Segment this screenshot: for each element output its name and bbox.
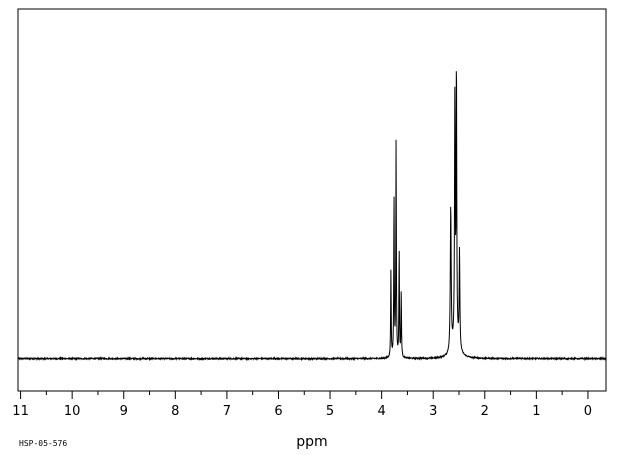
x-axis-ticks bbox=[20, 391, 589, 399]
tick-label: 5 bbox=[326, 404, 334, 419]
spectrum-trace bbox=[17, 71, 607, 362]
sample-id-label: HSP-05-576 bbox=[19, 439, 67, 448]
tick-label: 1 bbox=[532, 404, 540, 419]
tick-label: 6 bbox=[274, 404, 282, 419]
tick-label: 7 bbox=[223, 404, 231, 419]
tick-label: 8 bbox=[171, 404, 179, 419]
plot-frame bbox=[17, 8, 607, 392]
tick-label: 3 bbox=[429, 404, 437, 419]
tick-label: 2 bbox=[481, 404, 489, 419]
tick-label: 0 bbox=[584, 404, 592, 419]
tick-label: 4 bbox=[377, 404, 385, 419]
tick-label: 9 bbox=[120, 404, 128, 419]
x-axis-tick-labels: 11 10 9 8 7 6 5 4 3 2 1 0 bbox=[12, 404, 592, 419]
tick-label: 11 bbox=[12, 404, 29, 419]
tick-label: 10 bbox=[64, 404, 81, 419]
x-axis-title: ppm bbox=[296, 434, 327, 450]
